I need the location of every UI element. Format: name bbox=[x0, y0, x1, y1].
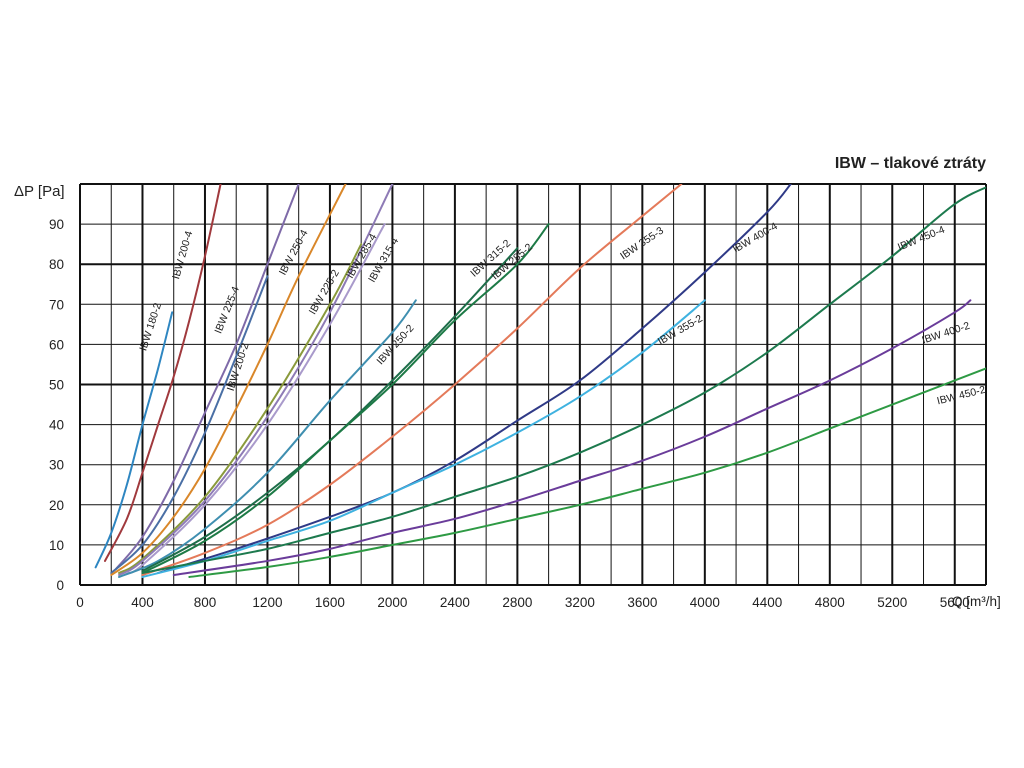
series-line bbox=[172, 299, 972, 576]
y-tick-label: 0 bbox=[56, 578, 64, 593]
y-tick-label: 50 bbox=[49, 378, 64, 393]
series-label: IBW 400-2 bbox=[920, 320, 971, 347]
x-tick-label: 3200 bbox=[565, 595, 595, 610]
y-tick-label: 30 bbox=[49, 458, 64, 473]
y-tick-label: 90 bbox=[49, 217, 64, 232]
series-line bbox=[118, 299, 417, 578]
x-tick-label: 4000 bbox=[690, 595, 720, 610]
x-tick-label: 5200 bbox=[877, 595, 907, 610]
series-line bbox=[118, 184, 394, 576]
y-tick-label: 10 bbox=[49, 538, 64, 553]
series-line bbox=[110, 184, 347, 576]
y-tick-label: 60 bbox=[49, 337, 64, 352]
y-tick-label: 80 bbox=[49, 257, 64, 272]
y-tick-label: 40 bbox=[49, 418, 64, 433]
x-tick-label: 2000 bbox=[377, 595, 407, 610]
tick-labels: 0 400 800 1200 1600 2000 2400 2800 3200 3600 4000 4… bbox=[49, 217, 970, 610]
x-tick-label: 4400 bbox=[752, 595, 782, 610]
series-label: IBW 250-4 bbox=[277, 228, 311, 278]
series-line bbox=[141, 184, 683, 576]
y-tick-label: 70 bbox=[49, 297, 64, 312]
series-label: IBW 450-2 bbox=[936, 384, 987, 408]
series-label: IBW 450-4 bbox=[896, 224, 947, 254]
y-tick-label: 20 bbox=[49, 498, 64, 513]
series-line bbox=[125, 223, 386, 574]
x-tick-label: 5600 bbox=[940, 595, 970, 610]
series-line bbox=[118, 243, 363, 574]
chart-title: IBW – tlakové ztráty bbox=[835, 155, 986, 172]
x-axis-label: Q [m³/h] bbox=[952, 594, 1001, 609]
series-label: IBW 355-2 bbox=[656, 312, 705, 347]
x-tick-label: 1600 bbox=[315, 595, 345, 610]
x-tick-label: 400 bbox=[131, 595, 154, 610]
x-tick-label: 0 bbox=[76, 595, 84, 610]
y-axis-label: ΔP [Pa] bbox=[14, 183, 65, 200]
series-line bbox=[188, 367, 986, 578]
curves bbox=[94, 184, 986, 578]
series-line bbox=[103, 184, 222, 562]
x-tick-label: 800 bbox=[194, 595, 217, 610]
series-line bbox=[114, 184, 300, 570]
series-line bbox=[157, 184, 792, 574]
series-line bbox=[141, 299, 706, 578]
x-tick-label: 3600 bbox=[627, 595, 657, 610]
series-line bbox=[110, 275, 269, 574]
x-tick-label: 2400 bbox=[440, 595, 470, 610]
series-label: IBW 225-4 bbox=[212, 285, 242, 336]
x-tick-label: 4800 bbox=[815, 595, 845, 610]
x-tick-label: 2800 bbox=[502, 595, 532, 610]
axis-labels: ΔP [Pa] Q [m³/h] bbox=[14, 183, 1001, 609]
series-line bbox=[141, 186, 986, 574]
series-label: IBW 400-4 bbox=[731, 220, 780, 255]
series-line bbox=[141, 223, 550, 574]
series-line bbox=[94, 311, 174, 569]
x-tick-label: 1200 bbox=[252, 595, 282, 610]
